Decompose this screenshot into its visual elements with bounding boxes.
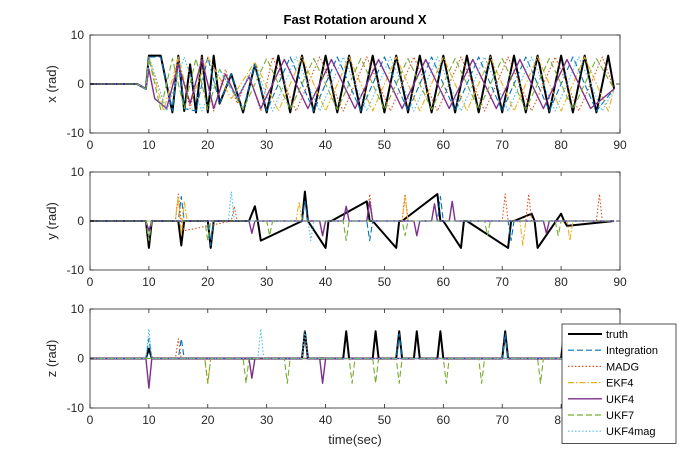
legend-label-truth: truth bbox=[606, 329, 628, 341]
series-line-ekf4 bbox=[90, 56, 615, 112]
legend-label-ukf4mag: UKF4mag bbox=[606, 426, 656, 438]
legend-label-ukf7: UKF7 bbox=[606, 410, 634, 422]
x-tick-label: 50 bbox=[378, 413, 392, 427]
legend-label-ukf4: UKF4 bbox=[606, 394, 634, 406]
x-tick-label: 80 bbox=[554, 275, 568, 289]
y-tick-label: 10 bbox=[71, 28, 85, 42]
x-tick-label: 60 bbox=[437, 413, 451, 427]
legend-label-ekf4: EKF4 bbox=[606, 378, 634, 390]
series-line-ukf7 bbox=[90, 57, 615, 111]
x-tick-label: 10 bbox=[142, 413, 156, 427]
x-tick-label: 0 bbox=[87, 138, 94, 152]
series-group bbox=[90, 54, 616, 114]
y-tick-label: -10 bbox=[67, 263, 85, 277]
x-tick-label: 20 bbox=[201, 138, 215, 152]
series-line-ukf4mag bbox=[90, 56, 615, 112]
series-line-ukf7 bbox=[90, 357, 615, 384]
series-line-truth bbox=[90, 190, 615, 249]
y-tick-label: -10 bbox=[67, 126, 85, 140]
series-line-ukf4 bbox=[90, 58, 615, 110]
x-tick-label: 20 bbox=[201, 413, 215, 427]
x-tick-label: 80 bbox=[554, 138, 568, 152]
series-line-ukf4mag bbox=[90, 328, 615, 360]
x-tick-label: 30 bbox=[260, 413, 274, 427]
series-line-ekf4 bbox=[90, 195, 615, 247]
x-tick-label: 40 bbox=[319, 138, 333, 152]
y-tick-label: 0 bbox=[77, 214, 84, 228]
y-axis-label: y (rad) bbox=[44, 202, 59, 240]
x-tick-label: 70 bbox=[496, 138, 510, 152]
y-tick-label: 10 bbox=[71, 165, 85, 179]
series-line-integration bbox=[90, 56, 615, 112]
x-tick-label: 70 bbox=[496, 275, 510, 289]
x-tick-label: 90 bbox=[613, 138, 627, 152]
x-tick-label: 50 bbox=[378, 275, 392, 289]
series-group bbox=[90, 328, 615, 389]
x-tick-label: 90 bbox=[613, 275, 627, 289]
legend-box bbox=[561, 323, 677, 444]
series-line-truth bbox=[90, 330, 615, 360]
y-axis-label: z (rad) bbox=[44, 340, 59, 378]
series-line-integration bbox=[90, 333, 615, 360]
legend-label-madg: MADG bbox=[606, 361, 639, 373]
x-tick-label: 0 bbox=[87, 275, 94, 289]
series-line-madg bbox=[90, 338, 615, 360]
series-line-ukf4 bbox=[90, 200, 615, 237]
x-tick-label: 40 bbox=[319, 413, 333, 427]
x-tick-label: 30 bbox=[260, 275, 274, 289]
x-tick-label: 40 bbox=[319, 275, 333, 289]
y-axis-label: x (rad) bbox=[44, 65, 59, 103]
x-tick-label: 50 bbox=[378, 138, 392, 152]
x-tick-label: 0 bbox=[87, 413, 94, 427]
y-tick-label: 10 bbox=[71, 302, 85, 316]
legend-label-integration: Integration bbox=[606, 345, 658, 357]
x-tick-label: 30 bbox=[260, 138, 274, 152]
x-tick-label: 10 bbox=[142, 275, 156, 289]
x-tick-label: 70 bbox=[496, 413, 510, 427]
legend: truth Integration MADG EKF4 UKF4 UKF7 UKF4mag bbox=[561, 323, 677, 444]
series-group bbox=[90, 190, 615, 249]
y-tick-label: 0 bbox=[77, 352, 84, 366]
x-tick-label: 60 bbox=[437, 275, 451, 289]
chart-title: Fast Rotation around X bbox=[284, 12, 427, 27]
series-line-madg bbox=[90, 193, 615, 232]
x-axis-label: time(sec) bbox=[328, 432, 381, 447]
x-tick-label: 60 bbox=[437, 138, 451, 152]
y-tick-label: -10 bbox=[67, 401, 85, 415]
x-tick-label: 20 bbox=[201, 275, 215, 289]
series-line-ukf4 bbox=[90, 357, 615, 389]
x-tick-label: 10 bbox=[142, 138, 156, 152]
y-tick-label: 0 bbox=[77, 77, 84, 91]
